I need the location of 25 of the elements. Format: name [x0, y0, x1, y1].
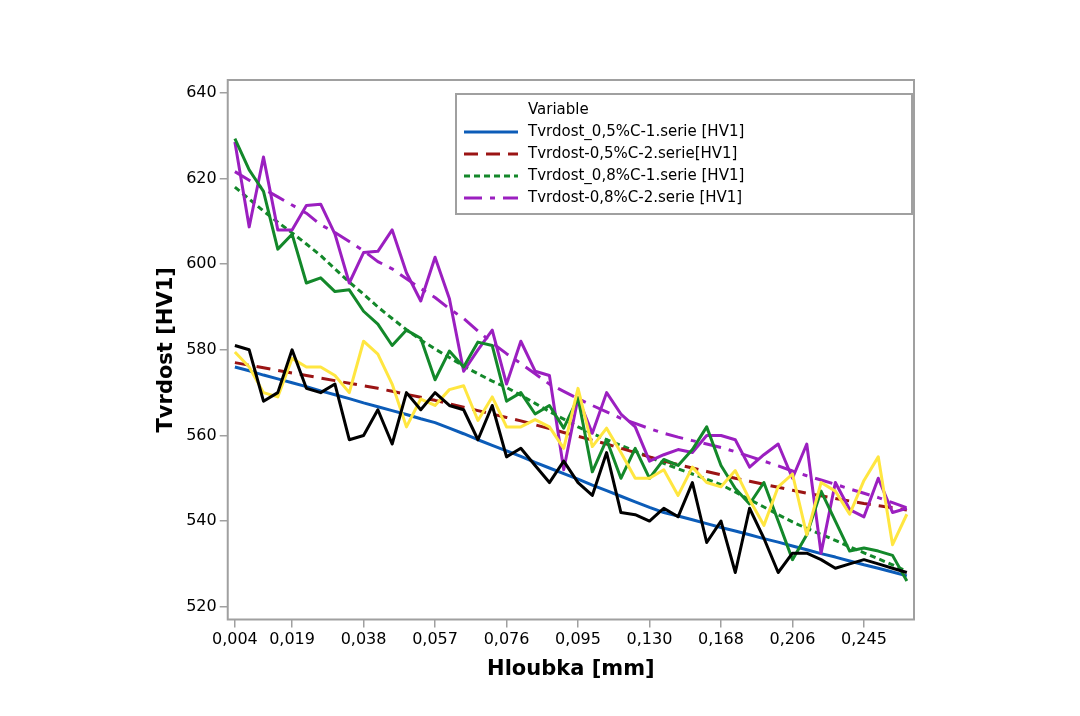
y-tick-label: 580: [186, 338, 217, 358]
y-tick-label: 620: [186, 167, 217, 187]
x-tick-label: 0,130: [626, 629, 673, 649]
legend-label: Tvrdost_0,5%C-1.serie [HV1]: [527, 121, 745, 141]
x-tick-label: 0,038: [340, 629, 387, 649]
y-tick-label: 600: [186, 253, 217, 273]
y-tick-label: 640: [186, 82, 217, 101]
x-axis-title: Hloubka [mm]: [487, 655, 655, 680]
x-tick-label: 0,168: [698, 629, 744, 649]
x-tick-label: 0,245: [841, 629, 887, 649]
legend-label: Tvrdost-0,8%C-2.serie [HV1]: [527, 187, 743, 206]
line-series: [233, 361, 909, 512]
x-tick-label: 0,057: [412, 629, 458, 649]
y-tick-label: 520: [186, 595, 217, 615]
y-tick-label: 540: [186, 510, 217, 530]
x-tick-label: 0,019: [269, 629, 315, 649]
x-tick-label: 0,095: [555, 629, 601, 649]
x-tick-label: 0,206: [769, 629, 816, 649]
legend-label: Tvrdost_0,8%C-1.serie [HV1]: [527, 165, 745, 185]
y-tick-label: 560: [186, 424, 217, 444]
legend-label: Tvrdost-0,5%C-2.serie[HV1]: [527, 143, 738, 162]
y-axis-title: Tvrdost [HV1]: [153, 267, 178, 433]
x-tick-label: 0,004: [211, 629, 258, 649]
x-tick-label: 0,076: [483, 629, 530, 649]
legend-title: Variable: [528, 99, 589, 118]
